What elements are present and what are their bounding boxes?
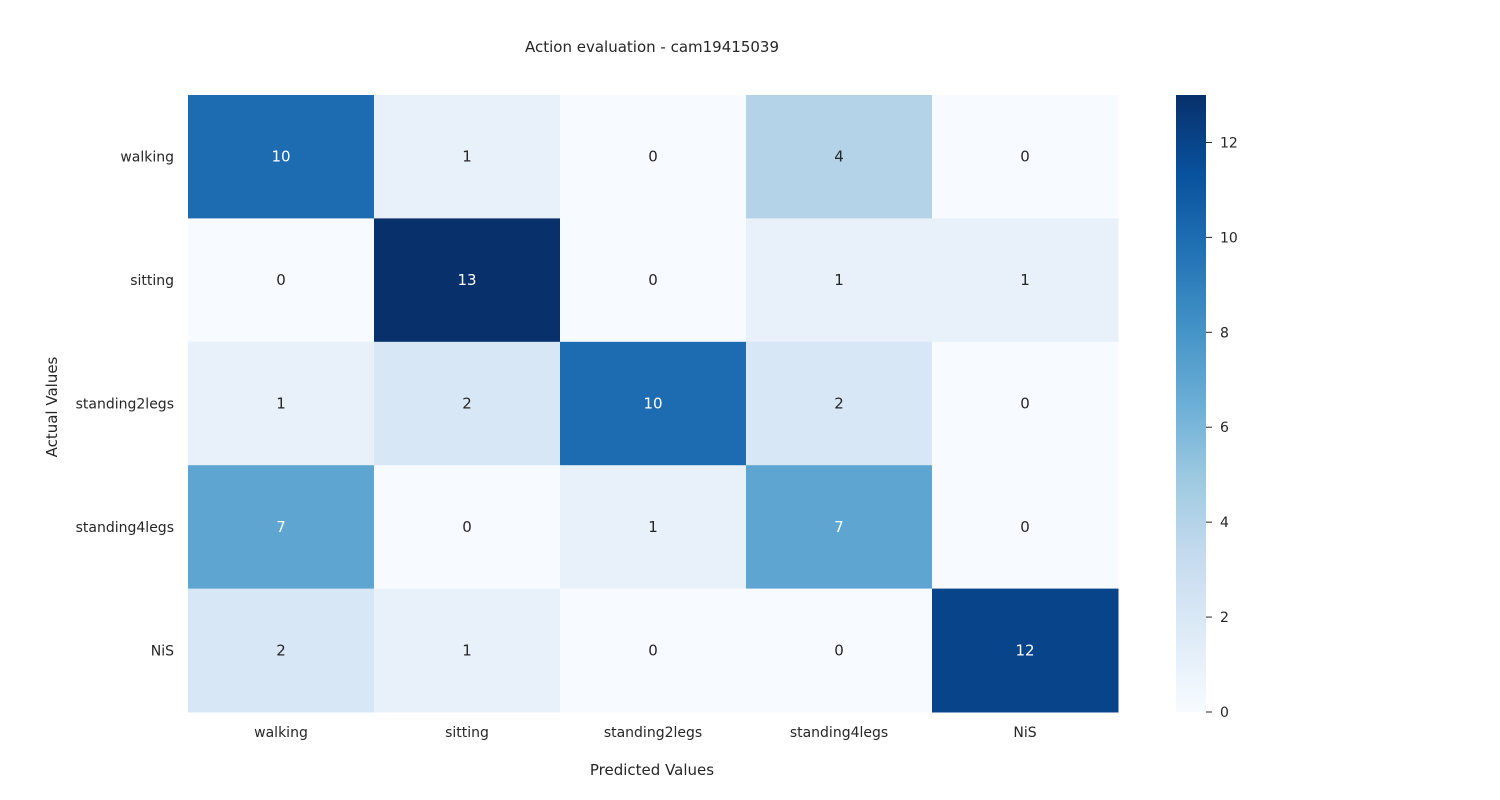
cell-value-label: 1 <box>462 148 472 166</box>
colorbar-ticks: 0 2 4 6 8 10 12 <box>1206 135 1238 721</box>
heatmap-cell <box>746 341 933 466</box>
heatmap-cell <box>932 341 1119 466</box>
heatmap-cell <box>560 218 747 343</box>
colorbar: 0 2 4 6 8 10 12 <box>1176 95 1238 721</box>
cell-value-label: 12 <box>1015 641 1034 659</box>
heatmap-cell <box>932 95 1119 219</box>
colorbar-tick-label: 6 <box>1220 420 1229 436</box>
heatmap-cell <box>374 588 561 713</box>
cell-value-label: 1 <box>462 641 472 659</box>
y-tick-label: walking <box>120 150 174 166</box>
cell-value-label: 1 <box>648 518 658 536</box>
cell-value-label: 2 <box>834 395 844 413</box>
cell-value-label: 0 <box>648 271 658 289</box>
heatmap-cell <box>560 341 747 466</box>
heatmap-cell <box>374 218 561 343</box>
colorbar-tick-label: 4 <box>1220 515 1229 531</box>
heatmap-cell <box>746 95 933 219</box>
cell-value-label: 0 <box>648 148 658 166</box>
colorbar-tick-label: 8 <box>1220 325 1229 341</box>
heatmap-cell <box>560 588 747 713</box>
heatmap-cell <box>932 588 1119 713</box>
heatmap-cell <box>188 341 375 466</box>
cell-value-label: 10 <box>271 148 290 166</box>
x-axis-tick-labels: walking sitting standing2legs standing4legs… <box>254 725 1037 741</box>
y-axis-tick-labels: walking sitting standing2legs standing4legs… <box>76 150 174 660</box>
y-axis-label: Actual Values <box>43 356 61 457</box>
cell-value-label: 2 <box>462 395 472 413</box>
y-tick-label: standing2legs <box>76 397 174 413</box>
x-tick-label: standing4legs <box>790 725 888 741</box>
cell-value-label: 1 <box>834 271 844 289</box>
heatmap-cell <box>188 465 375 590</box>
cell-value-label: 0 <box>462 518 472 536</box>
heatmap-cell <box>746 465 933 590</box>
cell-value-label: 0 <box>1020 148 1030 166</box>
cell-value-label: 0 <box>1020 518 1030 536</box>
cell-value-label: 7 <box>276 518 286 536</box>
heatmap-cell <box>374 341 561 466</box>
colorbar-tick-label: 12 <box>1220 135 1238 151</box>
heatmap-cell <box>746 588 933 713</box>
heatmap-cell <box>932 465 1119 590</box>
heatmap-cell <box>188 95 375 219</box>
heatmap-cell <box>560 95 747 219</box>
cell-value-label: 13 <box>457 271 476 289</box>
heatmap-cell <box>746 218 933 343</box>
colorbar-tick-label: 0 <box>1220 705 1229 721</box>
cell-value-label: 2 <box>276 641 286 659</box>
cell-value-label: 0 <box>1020 395 1030 413</box>
heatmap-cell <box>374 465 561 590</box>
x-tick-label: sitting <box>445 725 489 741</box>
colorbar-tick-label: 2 <box>1220 610 1229 626</box>
heatmap-cell <box>188 588 375 713</box>
y-tick-label: NiS <box>151 643 174 659</box>
y-tick-label: sitting <box>130 273 174 289</box>
cell-value-label: 7 <box>834 518 844 536</box>
x-tick-label: walking <box>254 725 308 741</box>
colorbar-tick-label: 10 <box>1220 230 1238 246</box>
cell-value-label: 10 <box>643 395 662 413</box>
heatmap-cell <box>374 95 561 219</box>
colorbar-gradient <box>1176 95 1206 712</box>
heatmap-cell <box>560 465 747 590</box>
x-tick-label: standing2legs <box>604 725 702 741</box>
cell-value-label: 1 <box>276 395 286 413</box>
heatmap-cell <box>188 218 375 343</box>
cell-value-label: 0 <box>276 271 286 289</box>
chart-title: Action evaluation - cam19415039 <box>525 38 779 56</box>
x-tick-label: NiS <box>1013 725 1036 741</box>
heatmap-cell <box>932 218 1119 343</box>
x-axis-label: Predicted Values <box>590 761 714 779</box>
y-tick-label: standing4legs <box>76 520 174 536</box>
cell-value-label: 0 <box>834 641 844 659</box>
cell-value-label: 1 <box>1020 271 1030 289</box>
cell-value-label: 4 <box>834 148 844 166</box>
heatmap-cells: 10 1 0 4 00 13 0 1 11 2 10 2 07 0 1 7 02 1 0 0 12 <box>188 95 1119 713</box>
cell-value-label: 0 <box>648 641 658 659</box>
